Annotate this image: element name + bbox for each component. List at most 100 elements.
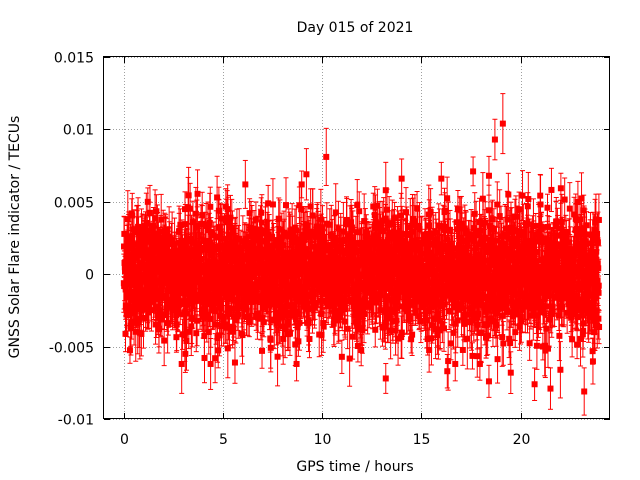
data-point — [158, 216, 165, 223]
plot-frame — [103, 56, 610, 419]
data-point — [283, 249, 290, 256]
data-point — [150, 222, 157, 229]
data-point — [218, 215, 225, 222]
data-point — [194, 241, 201, 248]
data-point — [234, 251, 241, 258]
data-point — [276, 239, 283, 246]
data-point — [164, 288, 171, 295]
data-point — [293, 258, 300, 265]
y-tick-label: -0.005 — [49, 341, 94, 357]
data-point — [207, 203, 214, 210]
x-tick-label: 15 — [413, 432, 431, 448]
data-point — [286, 330, 293, 337]
data-point — [201, 355, 208, 362]
x-tick-label: 0 — [120, 432, 129, 448]
data-point — [134, 320, 141, 327]
data-point — [229, 324, 236, 331]
data-point — [265, 200, 272, 207]
data-point — [215, 347, 222, 354]
data-point — [289, 233, 296, 240]
data-point — [185, 328, 192, 335]
data-point — [265, 231, 272, 238]
data-point — [223, 268, 230, 275]
data-point — [153, 208, 160, 215]
data-point — [161, 337, 168, 344]
data-point — [147, 253, 154, 260]
data-point — [145, 303, 152, 310]
data-point — [269, 233, 276, 240]
data-point — [224, 219, 231, 226]
data-point — [310, 291, 317, 298]
data-point — [251, 290, 258, 297]
data-point — [160, 234, 167, 241]
data-point — [294, 324, 301, 331]
data-point — [183, 310, 190, 317]
data-point — [220, 317, 227, 324]
data-point — [259, 347, 266, 354]
data-point — [224, 287, 231, 294]
data-point — [148, 307, 155, 314]
data-point — [275, 315, 282, 322]
data-point — [204, 312, 211, 319]
data-point — [306, 335, 313, 342]
data-point — [203, 262, 210, 269]
data-point — [275, 262, 282, 269]
data-point — [250, 262, 257, 269]
data-point — [198, 262, 205, 269]
data-point — [126, 347, 133, 354]
data-point — [305, 277, 312, 284]
data-point — [227, 287, 234, 294]
data-point — [266, 244, 273, 251]
data-point — [162, 293, 169, 300]
data-point — [321, 238, 328, 245]
data-point — [243, 305, 250, 312]
data-point — [295, 338, 302, 345]
data-point — [144, 238, 151, 245]
data-point — [133, 255, 140, 262]
data-point — [276, 266, 283, 273]
data-point — [213, 321, 220, 328]
data-point — [282, 325, 289, 332]
data-point — [318, 331, 325, 338]
data-point — [304, 222, 311, 229]
data-point — [320, 323, 327, 330]
data-point — [291, 301, 298, 308]
tick-marks — [104, 57, 610, 420]
data-point — [293, 227, 300, 234]
data-point — [205, 329, 212, 336]
data-point — [182, 221, 189, 228]
data-point — [216, 332, 223, 339]
data-point — [260, 319, 267, 326]
data-point — [258, 209, 265, 216]
data-point — [131, 264, 138, 271]
data-point — [141, 243, 148, 250]
data-point — [296, 319, 303, 326]
data-point — [228, 224, 235, 231]
data-point — [274, 353, 281, 360]
data-point — [292, 316, 299, 323]
data-point — [127, 325, 134, 332]
data-point — [257, 228, 264, 235]
data-point — [216, 224, 223, 231]
data-point — [302, 227, 309, 234]
data-point — [230, 305, 237, 312]
data-point — [138, 298, 145, 305]
y-tick-label: 0.005 — [54, 196, 94, 212]
data-point — [174, 308, 181, 315]
data-point — [226, 323, 233, 330]
data-point — [286, 261, 293, 268]
data-point — [185, 248, 192, 255]
data-point — [140, 314, 147, 321]
data-point — [294, 293, 301, 300]
x-tick-label: 5 — [219, 432, 228, 448]
data-point — [181, 244, 188, 251]
data-point — [121, 230, 128, 237]
data-point — [154, 268, 161, 275]
data-point — [193, 330, 200, 337]
data-point — [194, 317, 201, 324]
data-point — [146, 209, 153, 216]
data-point — [252, 216, 259, 223]
data-point — [278, 304, 285, 311]
data-point — [176, 227, 183, 234]
data-point — [303, 246, 310, 253]
